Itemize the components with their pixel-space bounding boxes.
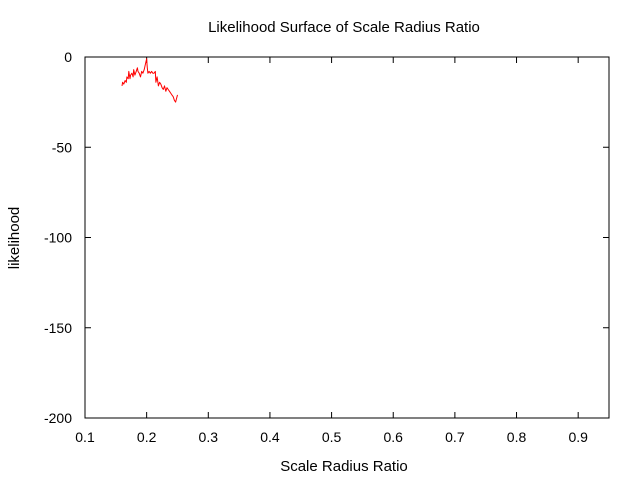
y-tick-label: -200 [44, 410, 72, 426]
x-axis: 0.1 0.2 0.3 0.4 0.5 0.6 0.7 0.8 0.9 [75, 57, 588, 445]
x-tick-label: 0.5 [322, 429, 342, 445]
y-tick-label: -100 [44, 230, 72, 246]
x-tick-label: 0.7 [445, 429, 465, 445]
x-tick-label: 0.1 [75, 429, 95, 445]
series-layer [121, 58, 178, 103]
likelihood-series-line [121, 58, 178, 103]
y-tick-label: -150 [44, 320, 72, 336]
x-tick-label: 0.8 [507, 429, 527, 445]
y-axis-title: likelihood [6, 207, 23, 270]
x-tick-label: 0.6 [384, 429, 404, 445]
plot-frame [84, 56, 610, 419]
y-tick-label: 0 [64, 49, 72, 65]
x-tick-label: 0.9 [568, 429, 588, 445]
x-tick-label: 0.2 [137, 429, 157, 445]
chart-title: Likelihood Surface of Scale Radius Ratio [208, 19, 480, 36]
y-axis: 0 -50 -100 -150 -200 [44, 49, 609, 426]
x-axis-title: Scale Radius Ratio [280, 458, 408, 475]
x-tick-label: 0.4 [260, 429, 280, 445]
x-tick-label: 0.3 [199, 429, 219, 445]
y-tick-label: -50 [52, 139, 72, 155]
